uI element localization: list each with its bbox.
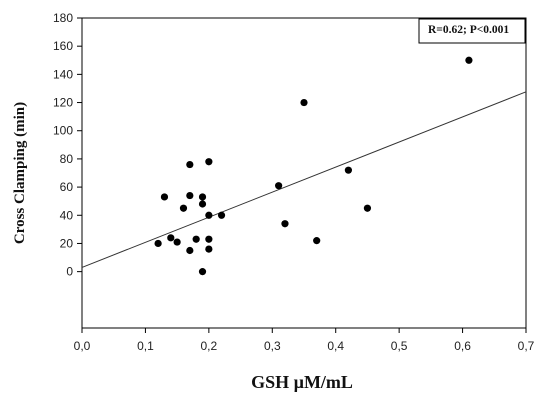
data-point	[205, 235, 213, 243]
data-point	[300, 98, 308, 107]
data-point	[186, 191, 194, 200]
data-point	[205, 211, 213, 219]
data-point	[192, 235, 200, 243]
data-point	[217, 211, 226, 219]
data-point	[465, 56, 473, 64]
y-tick-label: 100	[53, 124, 73, 138]
plot-frame	[81, 17, 527, 329]
y-tick-label: 20	[60, 236, 74, 250]
data-point	[173, 238, 181, 246]
plot-area: 0 20 40 60 80 100 120 140 160 180 0,0 0,1 0,2 0,3 0,4 0…	[53, 11, 535, 353]
data-point	[186, 160, 194, 169]
x-tick-label: 0,5	[391, 339, 408, 353]
data-point	[179, 204, 188, 212]
data-point	[205, 245, 213, 253]
x-tick-label: 0,7	[518, 339, 535, 353]
x-tick-label: 0,6	[454, 339, 471, 353]
data-point	[344, 166, 352, 174]
annotation-border	[418, 18, 526, 44]
data-point	[198, 268, 207, 276]
y-tick-label: 160	[53, 39, 73, 53]
y-tick-label: 60	[60, 180, 74, 194]
data-point	[363, 204, 372, 212]
y-axis-title: Cross Clamping (min)	[12, 102, 28, 244]
y-tick-label: 140	[53, 67, 73, 81]
x-tick-label: 0,0	[74, 339, 91, 353]
data-point	[186, 246, 194, 255]
data-point	[198, 200, 207, 208]
data-point	[281, 220, 289, 228]
data-point	[313, 237, 321, 245]
annotation-box: R=0.62; P<0.001	[418, 18, 526, 44]
data-point	[198, 193, 207, 201]
data-point	[205, 158, 213, 166]
y-tick-label: 80	[60, 152, 74, 166]
data-point	[167, 234, 175, 242]
data-point	[160, 193, 169, 201]
x-tick-label: 0,4	[327, 339, 344, 353]
x-tick-label: 0,2	[201, 339, 218, 353]
x-axis-title: GSH µM/mL	[251, 372, 353, 392]
x-tick-label: 0,1	[137, 339, 154, 353]
y-tick-label: 0	[66, 265, 73, 279]
data-point	[154, 239, 162, 248]
y-tick-label: 180	[53, 11, 73, 25]
y-tick-label: 120	[53, 96, 73, 110]
annotation-text: R=0.62; P<0.001	[428, 24, 509, 36]
x-tick-label: 0,3	[264, 339, 281, 353]
y-tick-label: 40	[60, 208, 74, 222]
regression-line	[81, 91, 527, 268]
data-point	[275, 182, 283, 190]
